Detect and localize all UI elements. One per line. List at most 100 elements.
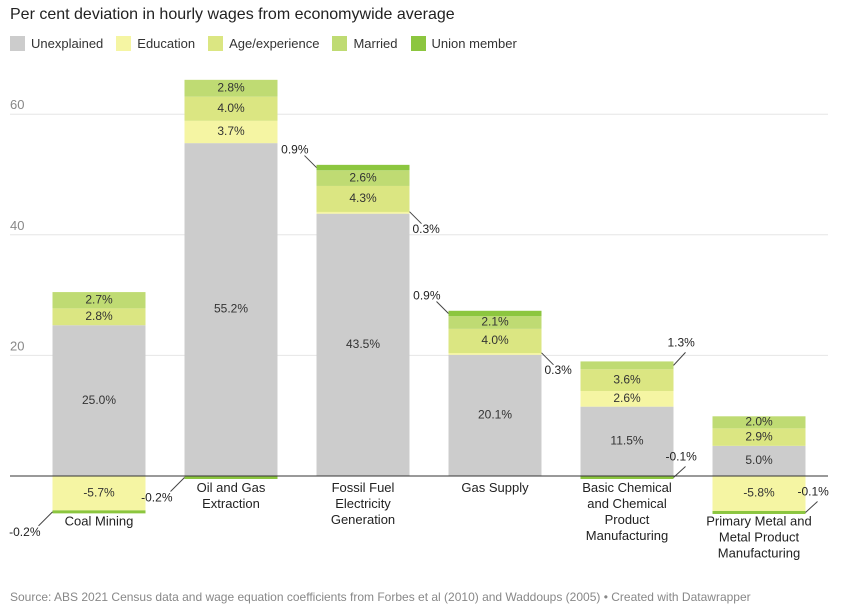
legend-label: Age/experience xyxy=(229,36,320,51)
bar-segment-age-experience xyxy=(448,328,542,353)
data-label-married: 1.3% xyxy=(668,336,696,350)
legend-label: Married xyxy=(353,36,398,51)
data-label-age-experience: 3.6% xyxy=(613,372,641,386)
bar-segment-union-member xyxy=(448,310,542,317)
bar-segment-union-member xyxy=(316,164,410,171)
bar-segment-married xyxy=(52,292,146,309)
legend-item: Unexplained xyxy=(10,36,103,51)
data-label-age-experience: 2.9% xyxy=(745,429,773,443)
bar-segment-married xyxy=(448,316,542,329)
bar-segment-unexplained xyxy=(52,325,146,476)
bar-segment-education xyxy=(52,476,146,511)
category-label-line: Gas Supply xyxy=(461,480,529,495)
category-label: Oil and Gas Extraction xyxy=(197,480,266,511)
data-label-married: 2.8% xyxy=(217,80,245,94)
bar-segment-age-experience xyxy=(580,369,674,391)
data-label-unexplained: 43.5% xyxy=(346,337,380,351)
bar-segment-age-experience xyxy=(184,96,278,121)
bar-segment-education xyxy=(184,120,278,144)
chart-title: Per cent deviation in hourly wages from … xyxy=(10,6,455,23)
category-label-line: Metal Product xyxy=(719,530,800,545)
label-leader-line xyxy=(170,477,185,492)
label-leader-line xyxy=(436,301,449,314)
legend-swatch xyxy=(116,36,132,51)
bar-segment-education xyxy=(580,390,674,407)
data-label-unexplained: 20.1% xyxy=(478,408,512,422)
data-label-education: 3.7% xyxy=(217,124,245,138)
bar-segment-union-member xyxy=(580,476,674,479)
data-label-education: -5.7% xyxy=(83,485,115,499)
category-label: Basic Chemical and Chemical Product Manufac… xyxy=(582,480,672,543)
data-label-married: 2.1% xyxy=(481,315,509,329)
bar-segment-education xyxy=(316,210,410,214)
data-label-married: 2.0% xyxy=(745,415,773,429)
bar-segment-unexplained xyxy=(580,406,674,476)
category-label-line: Basic Chemical xyxy=(582,480,672,495)
legend-item: Age/experience xyxy=(208,36,319,51)
data-label-age-experience: 2.8% xyxy=(85,309,113,323)
legend: Unexplained Education Age/experience Marrie… xyxy=(10,36,530,51)
bar-segment-union-member xyxy=(52,510,146,514)
bar-segment-unexplained xyxy=(316,213,410,476)
category-label-line: Manufacturing xyxy=(586,528,668,543)
category-label: Fossil Fuel Electricity Generation xyxy=(331,480,395,527)
bar-segment-union-member xyxy=(712,510,806,514)
label-leader-line xyxy=(805,501,818,513)
label-leader-line xyxy=(541,352,554,366)
category-label-line: Coal Mining xyxy=(65,514,134,529)
legend-label: Unexplained xyxy=(31,36,104,51)
category-label-line: Fossil Fuel xyxy=(332,480,395,495)
category-label-line: Generation xyxy=(331,512,395,527)
data-label-education: 0.3% xyxy=(413,222,441,236)
legend-swatch xyxy=(10,36,25,51)
bar-segment-unexplained xyxy=(712,445,806,476)
data-label-union-member: -0.2% xyxy=(141,491,173,505)
data-label-unexplained: 25.0% xyxy=(82,393,116,407)
category-label-line: Primary Metal and xyxy=(706,514,811,529)
category-label: Coal Mining xyxy=(65,514,134,529)
bar-segment-married xyxy=(316,170,410,186)
data-label-union-member: -0.1% xyxy=(666,450,698,464)
label-leader-line xyxy=(409,211,422,225)
data-label-union-member: 0.9% xyxy=(281,143,309,157)
legend-item: Education xyxy=(116,36,195,51)
label-leader-line xyxy=(304,155,317,168)
label-leader-line xyxy=(673,352,686,366)
category-label-line: Extraction xyxy=(202,496,260,511)
bar-segment-union-member xyxy=(184,476,278,479)
data-label-education: 2.6% xyxy=(613,391,641,405)
bar-segment-married xyxy=(184,79,278,97)
data-label-union-member: -0.2% xyxy=(9,525,41,539)
data-label-married: 2.6% xyxy=(349,170,377,184)
y-tick-label: 20 xyxy=(10,338,24,353)
bar-segment-married xyxy=(580,361,674,370)
category-label-line: Product xyxy=(605,512,650,527)
y-tick-label: 60 xyxy=(10,97,24,112)
data-label-education: -5.8% xyxy=(743,486,775,500)
legend-item: Union member xyxy=(410,36,517,51)
data-label-unexplained: 5.0% xyxy=(745,453,773,467)
data-label-union-member: -0.1% xyxy=(798,485,830,499)
y-tick-label: 40 xyxy=(10,218,24,233)
bar-segment-unexplained xyxy=(448,354,542,476)
legend-swatch xyxy=(410,36,426,51)
category-label-line: and Chemical xyxy=(587,496,667,511)
legend-swatch xyxy=(208,36,224,51)
label-leader-line xyxy=(38,511,53,527)
legend-label: Union member xyxy=(431,36,517,51)
data-label-education: 0.3% xyxy=(545,363,573,377)
data-label-unexplained: 11.5% xyxy=(610,433,643,447)
category-label: Gas Supply xyxy=(461,480,529,495)
category-label-line: Oil and Gas xyxy=(197,480,266,495)
legend-label: Education xyxy=(137,36,196,51)
category-label: Primary Metal and Metal Product Manufactur… xyxy=(706,514,811,561)
bar-segment-age-experience xyxy=(52,308,146,326)
data-label-union-member: 0.9% xyxy=(413,289,441,303)
category-label-line: Electricity xyxy=(335,496,391,511)
bar-segment-unexplained xyxy=(184,143,278,477)
legend-swatch xyxy=(332,36,348,51)
data-label-age-experience: 4.3% xyxy=(349,191,377,205)
bar-segment-education xyxy=(712,476,806,511)
bar-segment-age-experience xyxy=(712,428,806,446)
